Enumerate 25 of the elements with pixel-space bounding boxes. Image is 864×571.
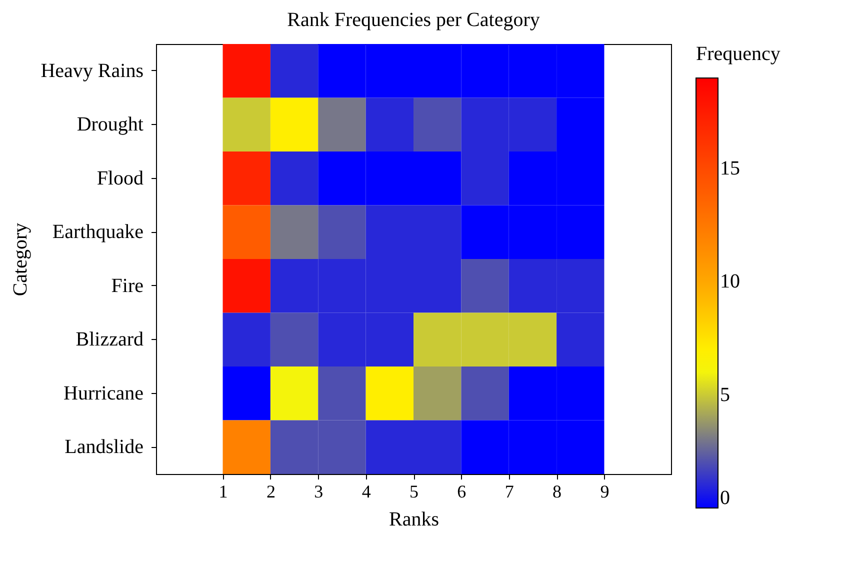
color-bar-label: 15 [720, 158, 740, 180]
y-tick-label: Flood [96, 167, 144, 190]
color-bar-label: 5 [720, 384, 730, 406]
color-bar-title: Frequency [696, 43, 780, 65]
color-bar-label: 10 [720, 270, 740, 293]
y-tick-label: Drought [76, 114, 144, 136]
y-tick-label: Hurricane [64, 382, 144, 404]
x-tick-label: 2 [266, 482, 276, 502]
chart-title: Rank Frequencies per Category [287, 9, 540, 31]
x-tick-label: 5 [410, 482, 418, 502]
x-tick-label: 6 [457, 482, 466, 502]
x-tick-label: 1 [218, 482, 228, 502]
x-tick-label: 4 [362, 482, 371, 502]
y-tick-label: Fire [111, 274, 144, 297]
x-tick-label: 7 [504, 482, 514, 502]
x-tick-label: 8 [552, 482, 562, 502]
x-tick-label: 9 [600, 482, 610, 502]
color-bar-label: 0 [720, 487, 730, 509]
y-tick-label: Blizzard [76, 328, 144, 351]
y-tick-label: Landslide [64, 436, 144, 458]
y-tick-label: Heavy Rains [40, 60, 144, 82]
y-axis-title: Category [10, 222, 32, 296]
x-tick-label: 3 [314, 482, 324, 502]
x-axis-title: Ranks [389, 508, 440, 530]
y-tick-label: Earthquake [52, 221, 144, 244]
